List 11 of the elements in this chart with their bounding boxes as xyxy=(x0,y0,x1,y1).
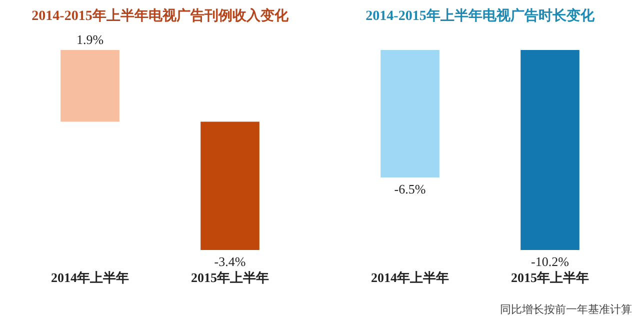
data-label: -3.4% xyxy=(214,254,246,269)
chart-title: 2014-2015年上半年电视广告刊例收入变化 xyxy=(32,7,290,24)
data-label: -10.2% xyxy=(531,254,570,269)
x-tick-label: 2015年上半年 xyxy=(191,270,269,285)
chart-title: 2014-2015年上半年电视广告时长变化 xyxy=(366,7,596,24)
x-tick-label: 2014年上半年 xyxy=(51,270,129,285)
x-tick-label: 2015年上半年 xyxy=(511,270,589,285)
text: 同比增长按前一年基准计算 xyxy=(500,303,632,316)
data-label: -6.5% xyxy=(394,181,426,196)
x-tick-label: 2014年上半年 xyxy=(371,270,449,285)
data-label: 1.9% xyxy=(76,32,104,47)
